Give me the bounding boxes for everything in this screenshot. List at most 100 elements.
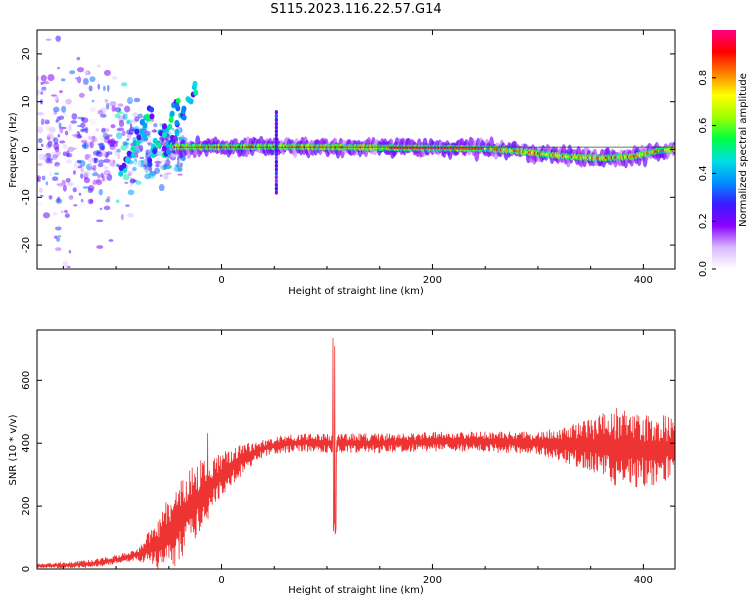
spectrogram-ylabel: Frequency (Hz)	[8, 112, 19, 188]
spectrogram-cell	[188, 98, 194, 105]
spectrogram-cell	[126, 138, 130, 142]
spectrogram-cell	[53, 211, 58, 216]
spectrogram-cell	[274, 121, 278, 126]
colorbar-tick-label: 0.6	[698, 118, 709, 134]
spectrogram-cell	[54, 226, 62, 231]
spectrogram-cell	[37, 202, 44, 205]
spectrogram-cell	[177, 136, 184, 140]
spectrogram-cell	[138, 109, 142, 113]
spectrogram-cell	[71, 113, 78, 120]
spectrogram-cell	[68, 276, 72, 281]
spectrogram-cell	[57, 120, 61, 124]
spectrogram-cell	[177, 173, 183, 176]
snr-xtick-label: 400	[634, 575, 653, 586]
spectrogram-cell	[161, 131, 167, 138]
spectrogram-cell	[182, 156, 185, 162]
spectrogram-cell	[103, 165, 109, 170]
spectrogram-cell	[65, 159, 73, 164]
spectrogram-cell	[63, 171, 70, 175]
spectrogram-cell	[40, 91, 44, 95]
spectrogram-cell	[93, 157, 99, 164]
spectrogram-cell	[101, 127, 106, 133]
colorbar-tick-label: 0.0	[698, 261, 709, 277]
spectrogram-cell	[139, 156, 145, 160]
spectrogram-cell	[118, 119, 125, 128]
spectrogram-cell	[91, 99, 95, 103]
spectrogram-cell	[50, 94, 57, 97]
spectrogram-cell	[87, 184, 95, 192]
spectrogram-cell	[149, 106, 155, 113]
spectrogram-ytick-label: -10	[21, 189, 32, 205]
spectrogram-cell	[80, 198, 84, 203]
spectrogram-cell	[124, 181, 129, 185]
spectrogram-cell	[134, 116, 140, 122]
spectrogram-cell	[53, 111, 57, 116]
spectrogram-cell	[107, 139, 114, 145]
spectrogram-cell	[89, 76, 96, 82]
spectrogram-cell	[65, 177, 71, 183]
spectrogram-xtick-label: 200	[423, 275, 442, 286]
spectrogram-cell	[53, 136, 56, 142]
spectrogram-cell	[81, 117, 89, 124]
spectrogram-cell	[69, 70, 76, 75]
spectrogram-cell	[46, 2, 52, 8]
spectrogram-cell	[110, 124, 116, 129]
colorbar-tick-label: 0.2	[698, 213, 709, 229]
spectrogram-cell	[166, 164, 173, 169]
spectrogram-cell	[100, 113, 107, 118]
figure-title: S115.2023.116.22.57.G14	[270, 2, 441, 17]
spectrogram-cell	[76, 56, 81, 61]
spectrogram-cell	[162, 123, 168, 130]
spectrogram-cell	[149, 113, 155, 120]
spectrogram-cell	[171, 128, 175, 131]
spectrogram-cell	[81, 170, 85, 174]
spectrogram-cell	[80, 173, 84, 179]
spectrogram-cell	[72, 170, 76, 175]
spectrogram-cell	[82, 77, 89, 86]
spectrogram-cell	[59, 126, 64, 134]
spectrogram-cell	[44, 82, 51, 85]
spectrogram-cell	[66, 8, 70, 10]
spectrogram-cell	[274, 144, 278, 149]
spectrogram-cell	[97, 143, 104, 146]
spectrogram-cell	[52, 154, 58, 161]
snr-ytick-label: 200	[21, 497, 32, 516]
spectrogram-cell	[87, 157, 95, 163]
snr-panel: 0 200 400 0 200 400 600 Height of straight lin…	[8, 329, 676, 596]
spectrogram-cell	[75, 77, 78, 80]
spectrogram-cell	[55, 165, 61, 168]
spectrogram-cell	[59, 140, 66, 144]
spectrogram-cell	[47, 74, 55, 82]
spectrogram-cell	[152, 137, 158, 144]
spectrogram-cell	[83, 177, 91, 184]
spectrogram-cell	[115, 132, 123, 140]
spectrogram-cell	[174, 128, 180, 135]
spectrogram-cell	[144, 173, 151, 180]
spectrogram-cell	[96, 64, 101, 68]
spectrogram-cell	[80, 139, 88, 144]
spectrogram-cell	[104, 98, 109, 103]
spectrogram-cell	[73, 204, 78, 207]
spectrogram-cell	[165, 148, 171, 155]
snr-frame	[36, 329, 676, 570]
spectrogram-cell	[84, 126, 89, 134]
spectrogram-cell	[76, 160, 82, 164]
spectrogram-cell	[147, 157, 153, 164]
spectrogram-cell	[103, 205, 111, 211]
spectrogram-cell	[145, 113, 151, 120]
spectrogram-cell	[120, 82, 128, 87]
spectrogram-cell	[89, 106, 97, 113]
spectrogram-cell	[117, 103, 124, 107]
spectrogram-cell	[181, 105, 187, 112]
snr-ylabel: SNR (10 * v/v)	[8, 414, 19, 485]
spectrogram-cell	[45, 38, 52, 41]
spectrogram-cell	[98, 188, 103, 196]
colorbar: 0.0 0.2 0.4 0.6 0.8 Normalized spectral ampl…	[698, 30, 749, 277]
spectrogram-cell	[274, 125, 278, 130]
spectrogram-ytick-label: -20	[21, 237, 32, 253]
spectrogram-cell	[169, 110, 175, 117]
spectrogram-cell	[97, 83, 101, 90]
spectrogram-cell	[161, 145, 167, 152]
spectrogram-cell	[40, 119, 47, 123]
spectrogram-cell	[158, 183, 165, 192]
